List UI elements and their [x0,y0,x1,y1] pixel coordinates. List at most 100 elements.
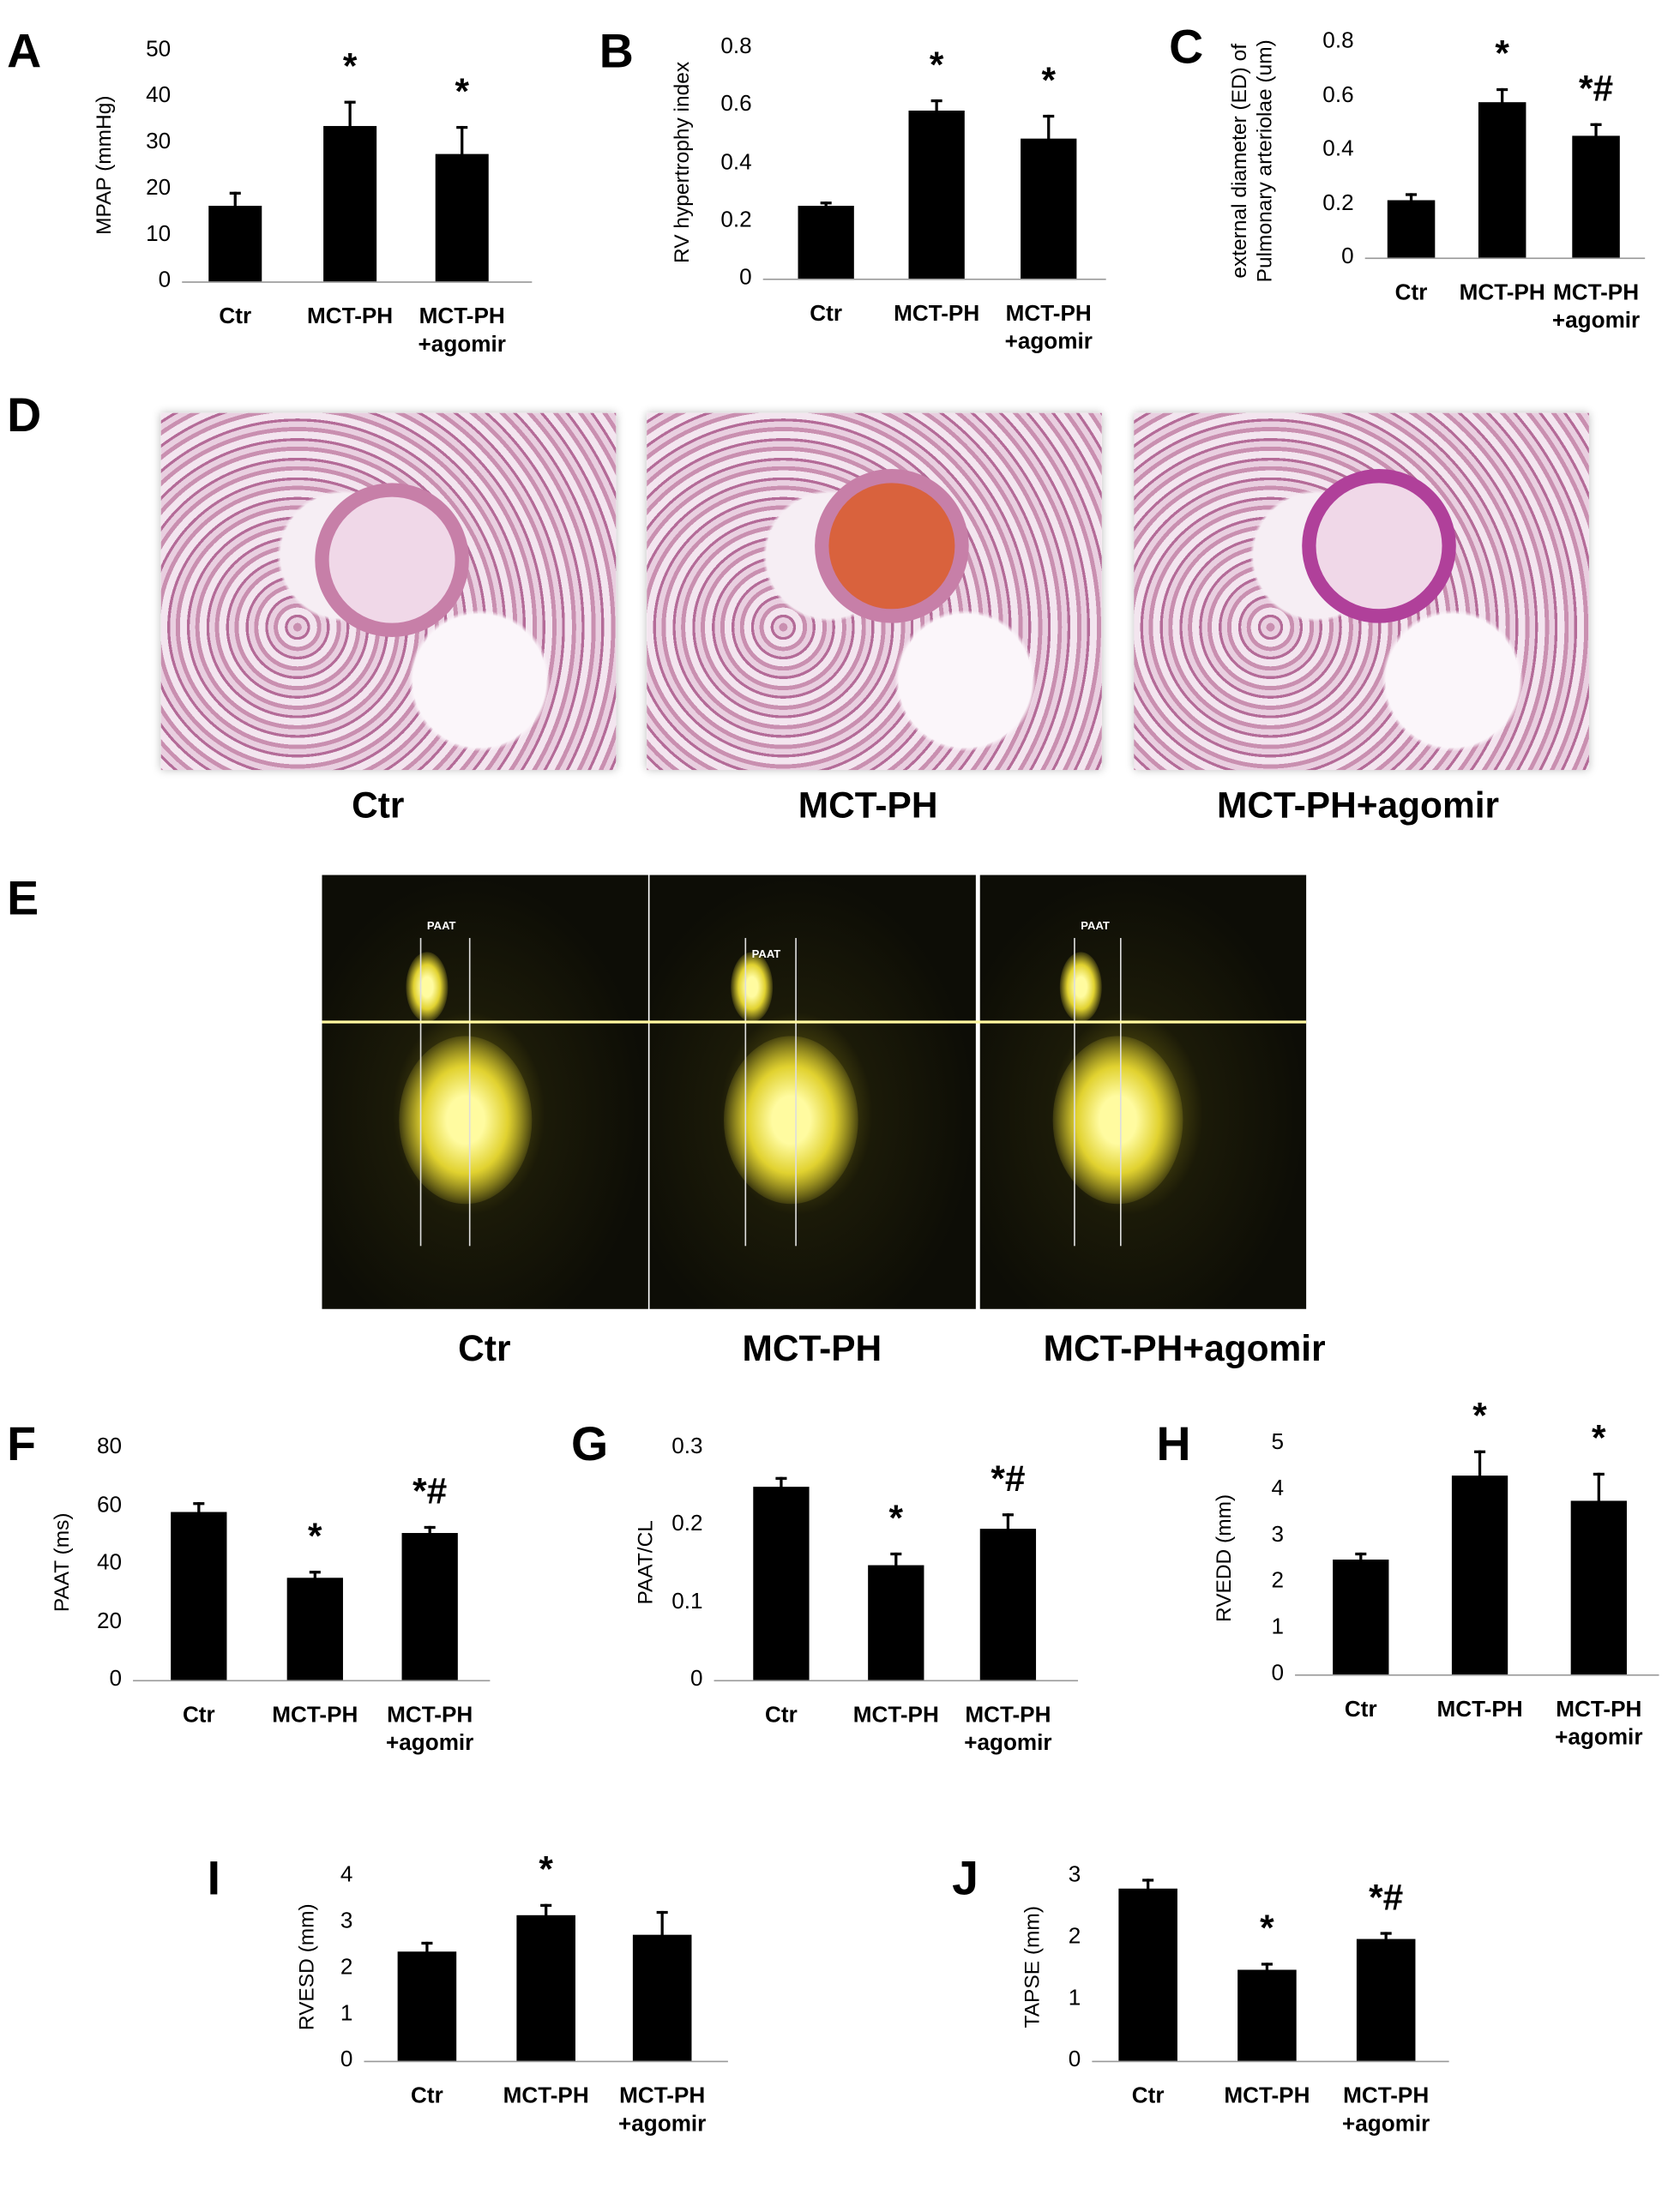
doppler-signal [1052,1036,1183,1205]
x-axis [1364,257,1646,260]
y-tick-label: 0.3 [671,1434,703,1459]
significance-mark: * [1260,1907,1274,1950]
x-tick-label: MCT-PH [1459,281,1545,305]
error-bar [425,1942,429,1961]
y-axis-label: MPAP (mmHg) [92,94,117,235]
vessel [315,483,469,637]
paat-line [744,938,747,1247]
error-bar [313,1571,316,1586]
error-cap [1496,87,1508,91]
error-cap [775,1476,787,1481]
error-bar [545,1903,548,1927]
y-tick-label: 0 [109,1667,123,1692]
bar [516,1914,575,2061]
y-axis-label: RVESD (mm) [295,1903,320,2031]
y-tick-label: 40 [146,83,172,108]
y-tick-label: 1 [340,2002,353,2026]
bar [397,1951,457,2061]
error-cap [424,1525,436,1530]
x-tick-label: MCT-PH +agomir [1555,1698,1643,1751]
x-tick-label: Ctr [219,304,252,329]
paat-line [468,938,471,1247]
significance-mark: * [1041,59,1057,102]
paat-line [1074,938,1075,1247]
significance-mark: * [1472,1394,1487,1437]
error-cap [229,191,241,195]
significance-mark: * [1495,32,1509,75]
vessel [815,469,969,623]
error-bar [1597,1473,1600,1530]
error-cap [890,1552,902,1555]
bar [1021,138,1077,279]
error-cap [1474,1450,1486,1453]
error-cap [1142,1878,1154,1882]
x-tick-label: MCT-PH [1224,2084,1310,2109]
caption: Ctr [458,1326,511,1369]
y-tick-label: 2 [340,1956,353,1980]
bar [401,1533,458,1680]
x-tick-label: Ctr [810,302,843,327]
y-tick-label: 0.2 [671,1512,703,1536]
panel-label: A [7,25,42,79]
significance-mark: * [929,43,944,86]
y-tick-label: 2 [1068,1925,1081,1949]
error-bar [233,191,237,219]
x-tick-label: MCT-PH [307,304,394,329]
error-bar [1147,1878,1150,1898]
error-bar [197,1502,201,1521]
y-tick-label: 0.6 [1322,83,1354,107]
error-cap [1590,123,1602,126]
y-tick-label: 3 [1068,1863,1081,1888]
bar [1387,199,1436,258]
y-tick-label: 0.6 [720,93,752,117]
bar [1451,1476,1508,1674]
error-cap [540,1903,552,1907]
y-tick-label: 4 [340,1863,353,1888]
panel-label: I [207,1852,221,1906]
error-cap [1043,115,1055,118]
x-tick-label: MCT-PH +agomir [386,1704,474,1756]
error-bar [1501,87,1504,117]
y-tick-label: 1 [1271,1615,1285,1640]
error-cap [930,99,942,103]
bar [1478,102,1526,258]
error-bar [935,99,938,123]
bar [798,206,854,279]
panel-label: G [571,1418,609,1472]
bar [1333,1559,1389,1674]
error-cap [820,201,832,205]
y-axis-label: RVEDD (mm) [1212,1493,1237,1622]
paat-line [419,938,422,1247]
significance-mark: * [342,45,358,87]
y-tick-label: 10 [146,222,172,247]
x-tick-label: Ctr [1131,2084,1165,2109]
x-tick-label: Ctr [411,2084,443,2109]
y-tick-label: 0 [340,2047,353,2072]
error-bar [1594,123,1598,150]
bar [1570,1500,1627,1674]
x-axis [1092,2060,1449,2063]
x-tick-label: MCT-PH [503,2084,589,2109]
error-bar [660,1911,664,1958]
y-tick-label: 40 [96,1551,123,1576]
y-tick-label: 20 [96,1609,123,1633]
x-tick-label: MCT-PH +agomir [1004,302,1093,355]
y-tick-label: 30 [146,129,172,154]
y-tick-label: 50 [146,38,172,62]
bar [753,1486,810,1680]
y-tick-label: 0.8 [1322,29,1354,54]
bar [1572,136,1620,258]
y-tick-label: 0 [1068,2047,1081,2072]
y-tick-label: 1 [1068,1987,1081,2011]
y-tick-label: 2 [1271,1569,1285,1594]
error-cap [1002,1513,1014,1517]
caption: MCT-PH+agomir [1043,1326,1326,1369]
y-tick-label: 20 [146,176,172,201]
bar [908,111,965,279]
error-cap [1261,1963,1273,1967]
x-tick-label: MCT-PH [272,1704,358,1728]
error-cap [193,1502,205,1506]
bar [868,1565,924,1680]
y-tick-label: 0.2 [720,207,752,232]
